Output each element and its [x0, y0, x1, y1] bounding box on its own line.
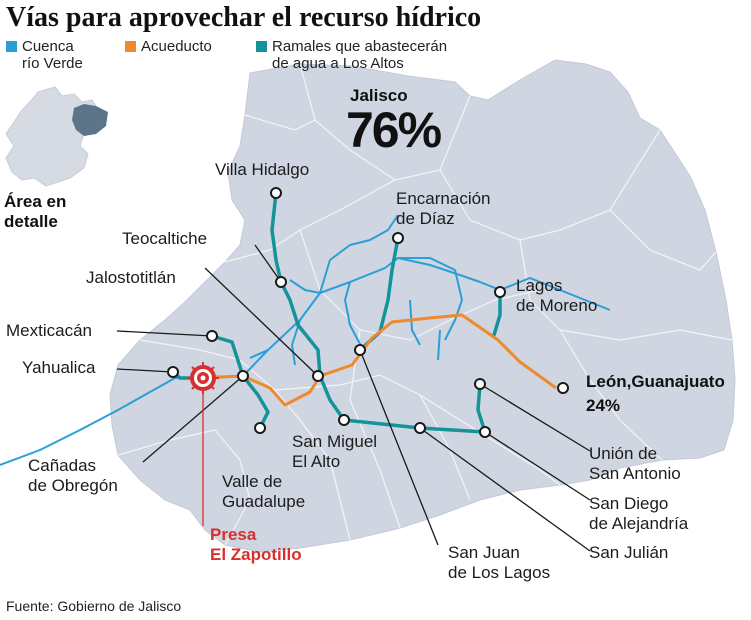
label-presa: Presa El Zapotillo: [210, 525, 302, 564]
label-san-diego: San Diego de Alejandría: [589, 494, 689, 533]
leader-lines: [116, 244, 591, 552]
legend-label-cuenca: Cuenca río Verde: [22, 38, 83, 72]
marker-villa-hidalgo: [270, 187, 282, 199]
jalisco-label: Jalisco: [350, 86, 408, 105]
cuenca-rio-verde: [0, 214, 611, 466]
label-san-miguel: San Miguel El Alto: [292, 432, 378, 471]
marker-canadas: [237, 370, 249, 382]
label-yahualica: Yahualica: [22, 358, 96, 377]
legend-swatch-acueducto: [125, 41, 136, 52]
legend-swatch-cuenca: [6, 41, 17, 52]
altos-highlight: [72, 104, 108, 136]
inset-map: [5, 86, 108, 187]
marker-mexticacan: [206, 330, 218, 342]
label-villa-hidalgo: Villa Hidalgo: [215, 160, 310, 179]
marker-encarnacion: [392, 232, 404, 244]
marker-san-miguel: [338, 414, 350, 426]
label-union: Unión de San Antonio: [589, 444, 681, 483]
legend-ramales: Ramales que abastecerán de agua a Los Al…: [256, 38, 447, 72]
town-markers: [167, 187, 569, 438]
dam-icon: [187, 362, 219, 394]
label-valle: Valle de Guadalupe: [222, 472, 306, 511]
label-lagos: Lagos de Moreno: [516, 276, 598, 315]
marker-lagos: [494, 286, 506, 298]
altos-region: [109, 59, 736, 553]
marker-yahualica: [167, 366, 179, 378]
label-teocaltiche: Teocaltiche: [122, 229, 208, 248]
marker-valle: [254, 422, 266, 434]
source-note: Fuente: Gobierno de Jalisco: [6, 598, 182, 614]
legend-swatch-ramales: [256, 41, 267, 52]
legend-acueducto: Acueducto: [125, 38, 212, 55]
label-san-julian: San Julián: [589, 543, 669, 562]
label-san-juan: San Juan de Los Lagos: [448, 543, 551, 582]
legend-label-ramales: Ramales que abastecerán de agua a Los Al…: [272, 38, 448, 72]
legend-label-acueducto: Acueducto: [141, 38, 212, 55]
page-title: Vías para aprovechar el recurso hídrico: [6, 2, 482, 33]
label-jalostotitlan: Jalostotitlán: [86, 268, 176, 287]
marker-san-juan: [354, 344, 366, 356]
jalisco-share: 76%: [346, 102, 442, 158]
marker-teocaltiche: [275, 276, 287, 288]
legend-cuenca: Cuenca río Verde: [6, 38, 83, 72]
inset-label: Área en detalle: [4, 192, 67, 231]
marker-jalostotitlan: [312, 370, 324, 382]
label-leon: León,Guanajuato: [586, 372, 725, 391]
marker-san-julian: [414, 422, 426, 434]
label-canadas: Cañadas de Obregón: [28, 456, 118, 495]
marker-san-diego: [479, 426, 491, 438]
jalisco-state-shape: [5, 86, 101, 187]
label-mexticacan: Mexticacán: [6, 321, 92, 340]
marker-union: [474, 378, 486, 390]
marker-leon: [557, 382, 569, 394]
leon-share: 24%: [586, 396, 621, 415]
label-encarnacion: Encarnación de Díaz: [396, 189, 491, 228]
